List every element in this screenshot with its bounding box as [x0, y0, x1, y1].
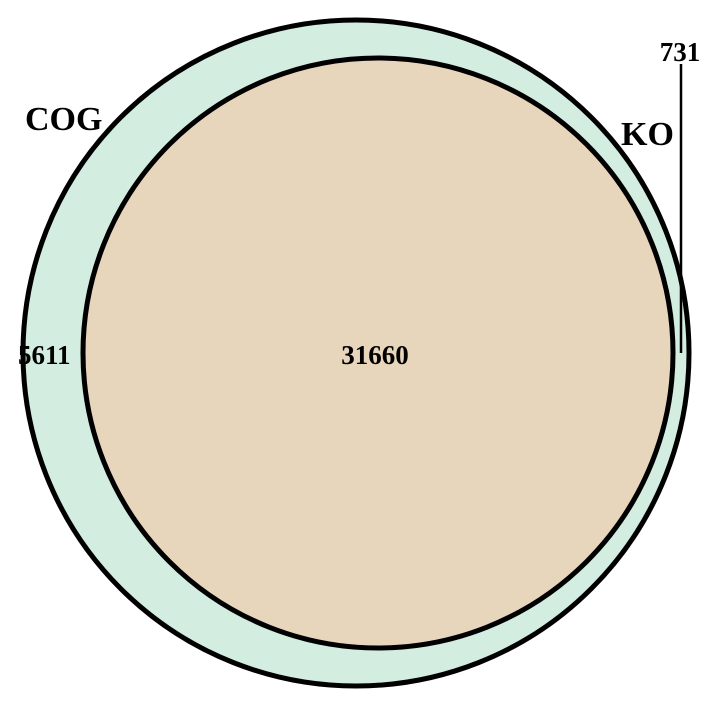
cog-set-label: COG [25, 101, 102, 138]
ko-set-label: KO [621, 116, 674, 153]
cog-only-count: 5611 [18, 340, 71, 370]
ko-only-count: 731 [660, 37, 701, 67]
ko-outline [80, 55, 676, 651]
intersection-count: 31660 [341, 340, 409, 370]
overlap-region [83, 58, 673, 648]
cog-outline [20, 17, 692, 689]
